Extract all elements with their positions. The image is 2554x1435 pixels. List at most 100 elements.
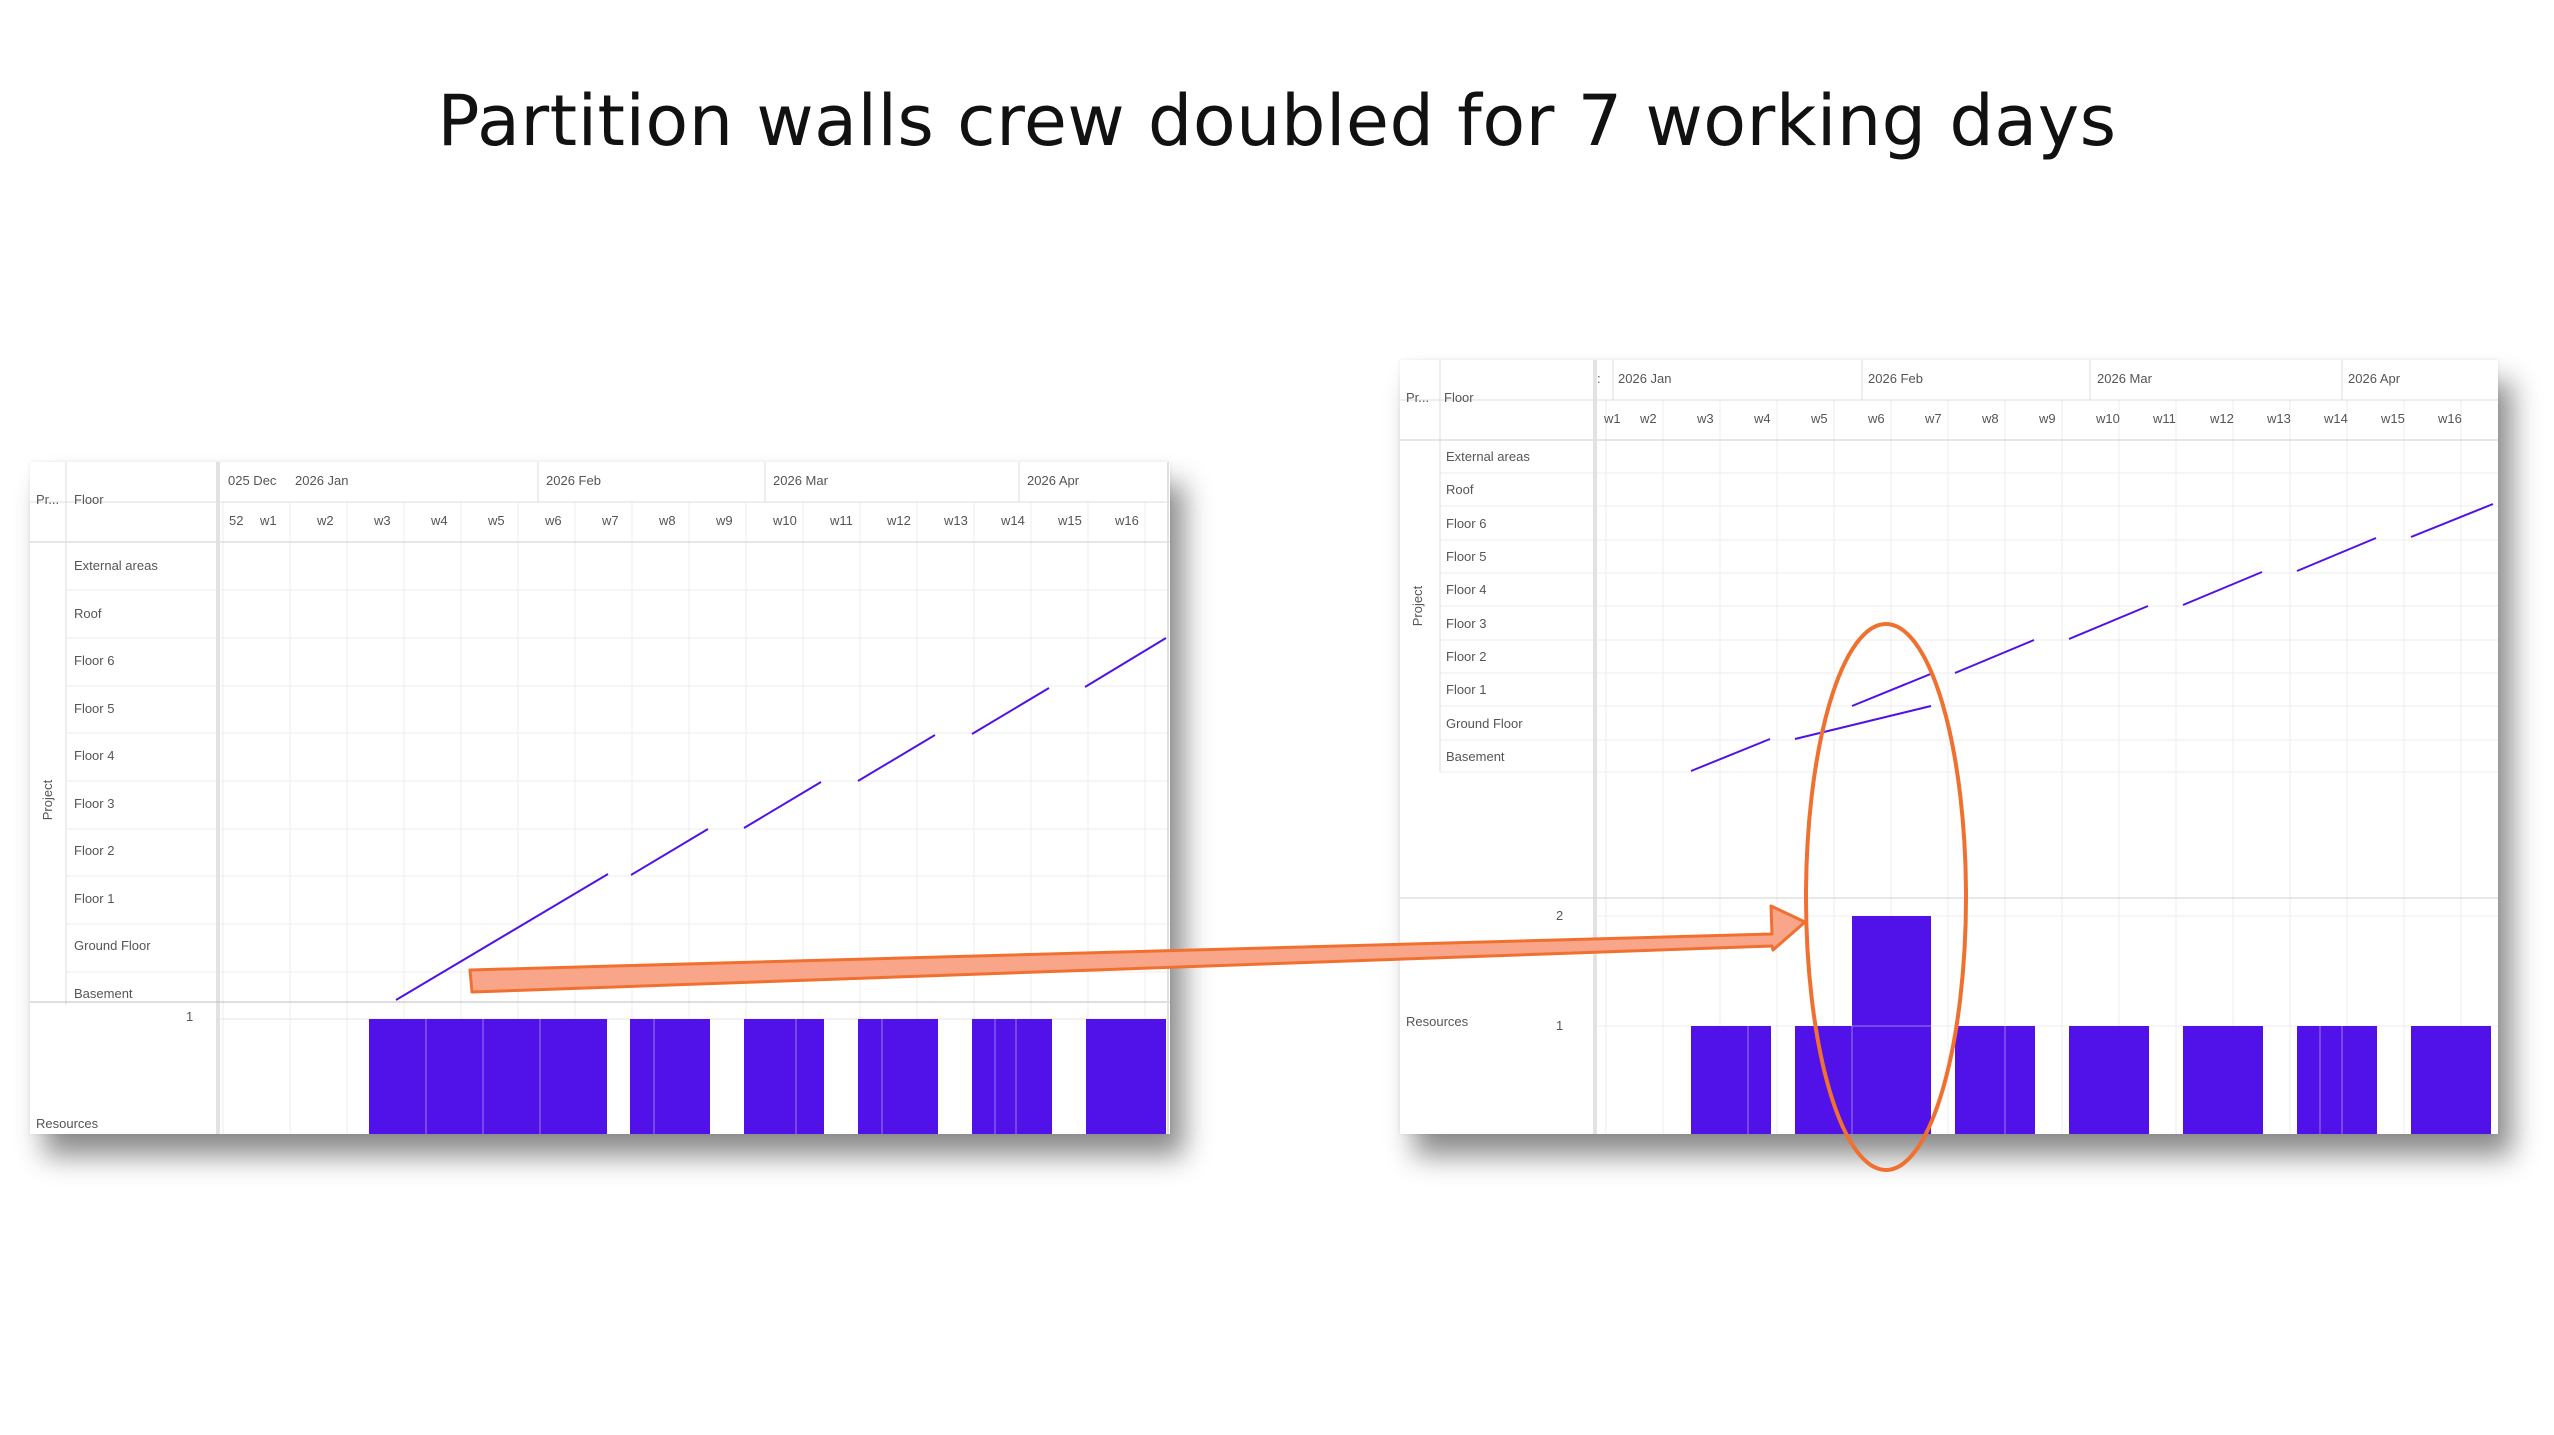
resource-bar[interactable] [972,1019,1052,1134]
floor-task-line[interactable] [2296,537,2377,572]
project-column-header[interactable]: Pr... [1406,390,1429,405]
resource-bar[interactable] [1955,1026,2035,1134]
floor-row-label[interactable]: Basement [74,986,133,1001]
before-gantt-chart: Pr... Floor 025 Dec 2026 Jan 2026 Feb 20… [30,462,1170,1134]
floor-task-line[interactable] [857,734,936,782]
floor-task-line[interactable] [743,781,822,829]
week-label: w6 [544,513,562,528]
month-label: 2026 Mar [773,473,829,488]
floor-row-label[interactable]: Ground Floor [1446,716,1523,731]
resource-bar-doubled[interactable] [1852,916,1931,1026]
floor-row-label[interactable]: Floor 6 [1446,516,1486,531]
floor-task-line[interactable] [2410,503,2494,538]
floor-row-label[interactable]: Ground Floor [74,938,151,953]
floor-row-label[interactable]: Floor 5 [1446,549,1486,564]
month-label: 2026 Feb [1868,371,1923,386]
floor-row-label[interactable]: External areas [74,558,158,573]
floor-row-label[interactable]: Basement [1446,749,1505,764]
resource-bar[interactable] [2069,1026,2149,1134]
floor-task-line[interactable] [1690,738,1771,772]
floor-row-label[interactable]: Floor 3 [1446,616,1486,631]
week-label: w4 [430,513,448,528]
week-label: w10 [2095,411,2120,426]
resource-bar[interactable] [1691,1026,1771,1134]
floor-row-label[interactable]: Floor 4 [1446,582,1486,597]
floor-column-header[interactable]: Floor [74,492,104,507]
month-label: 2026 Feb [546,473,601,488]
resource-bar[interactable] [744,1019,824,1134]
week-label: w14 [1000,513,1025,528]
week-label: w7 [1924,411,1942,426]
week-label: w3 [373,513,391,528]
week-label: w8 [1981,411,1999,426]
week-label: w11 [2152,411,2176,426]
before-schedule-panel: Pr... Floor 025 Dec 2026 Jan 2026 Feb 20… [30,462,1170,1134]
week-label: w16 [2437,411,2462,426]
week-label: w2 [316,513,334,528]
week-label: w13 [2266,411,2291,426]
floor-row-label[interactable]: Floor 5 [74,701,114,716]
week-label: w16 [1114,513,1139,528]
week-label: w5 [487,513,505,528]
week-label: w13 [943,513,968,528]
floor-row-label[interactable]: Floor 6 [74,653,114,668]
week-label: w2 [1639,411,1657,426]
resource-bar[interactable] [2297,1026,2377,1134]
resource-bar[interactable] [369,1019,607,1134]
resource-bar[interactable] [1795,1026,1931,1134]
resource-bar[interactable] [858,1019,938,1134]
week-label: w14 [2323,411,2348,426]
week-label: w7 [601,513,619,528]
floor-row-label[interactable]: Roof [74,606,102,621]
project-column-header[interactable]: Pr... [36,492,59,507]
project-group-label: Project [1410,585,1425,626]
floor-row-label[interactable]: External areas [1446,449,1530,464]
floor-task-line[interactable] [630,828,709,876]
resource-bar[interactable] [2183,1026,2263,1134]
floor-task-line[interactable] [1954,639,2035,674]
week-label: 52 [229,513,243,528]
after-schedule-panel: Pr... Floor : 2026 Jan 2026 Feb 2026 Mar… [1400,360,2498,1134]
month-label: 2026 Apr [1027,473,1080,488]
resource-axis-tick: 1 [1556,1018,1563,1033]
week-label: w12 [2209,411,2234,426]
week-label: w11 [829,513,853,528]
week-label: w8 [658,513,676,528]
floor-row-label[interactable]: Roof [1446,482,1474,497]
week-label: w10 [772,513,797,528]
month-label: 2026 Mar [2097,371,2153,386]
floor-row-label[interactable]: Floor 4 [74,748,114,763]
week-label: w5 [1810,411,1828,426]
month-label: 2026 Jan [1618,371,1672,386]
floor-task-line[interactable] [2182,571,2263,606]
floor-task-line[interactable] [971,687,1050,735]
floor-row-label[interactable]: Floor 1 [74,891,114,906]
resource-axis-tick: 2 [1556,908,1563,923]
week-label: w15 [2380,411,2405,426]
slide-title: Partition walls crew doubled for 7 worki… [437,80,2117,162]
floor-row-label[interactable]: Floor 2 [1446,649,1486,664]
month-label: 2026 Jan [295,473,349,488]
week-label: w1 [1603,411,1621,426]
floor-row-label[interactable]: Floor 1 [1446,682,1486,697]
week-label: w9 [715,513,733,528]
resource-bar[interactable] [2411,1026,2491,1134]
month-label: 2026 Apr [2348,371,2401,386]
floor-row-label[interactable]: Floor 3 [74,796,114,811]
month-overflow-marker: : [1597,371,1601,386]
floor-task-line[interactable] [2068,605,2149,640]
week-label: w9 [2038,411,2056,426]
resources-label: Resources [36,1116,99,1131]
month-label: 025 Dec [228,473,277,488]
floor-task-line[interactable] [1084,637,1167,688]
week-label: w1 [259,513,277,528]
week-label: w6 [1867,411,1885,426]
floor-row-label[interactable]: Floor 2 [74,843,114,858]
resource-bar[interactable] [1086,1019,1166,1134]
project-group-label: Project [40,779,55,820]
week-label: w3 [1696,411,1714,426]
week-label: w4 [1753,411,1771,426]
week-label: w12 [886,513,911,528]
floor-column-header[interactable]: Floor [1444,390,1474,405]
resource-bar[interactable] [630,1019,710,1134]
